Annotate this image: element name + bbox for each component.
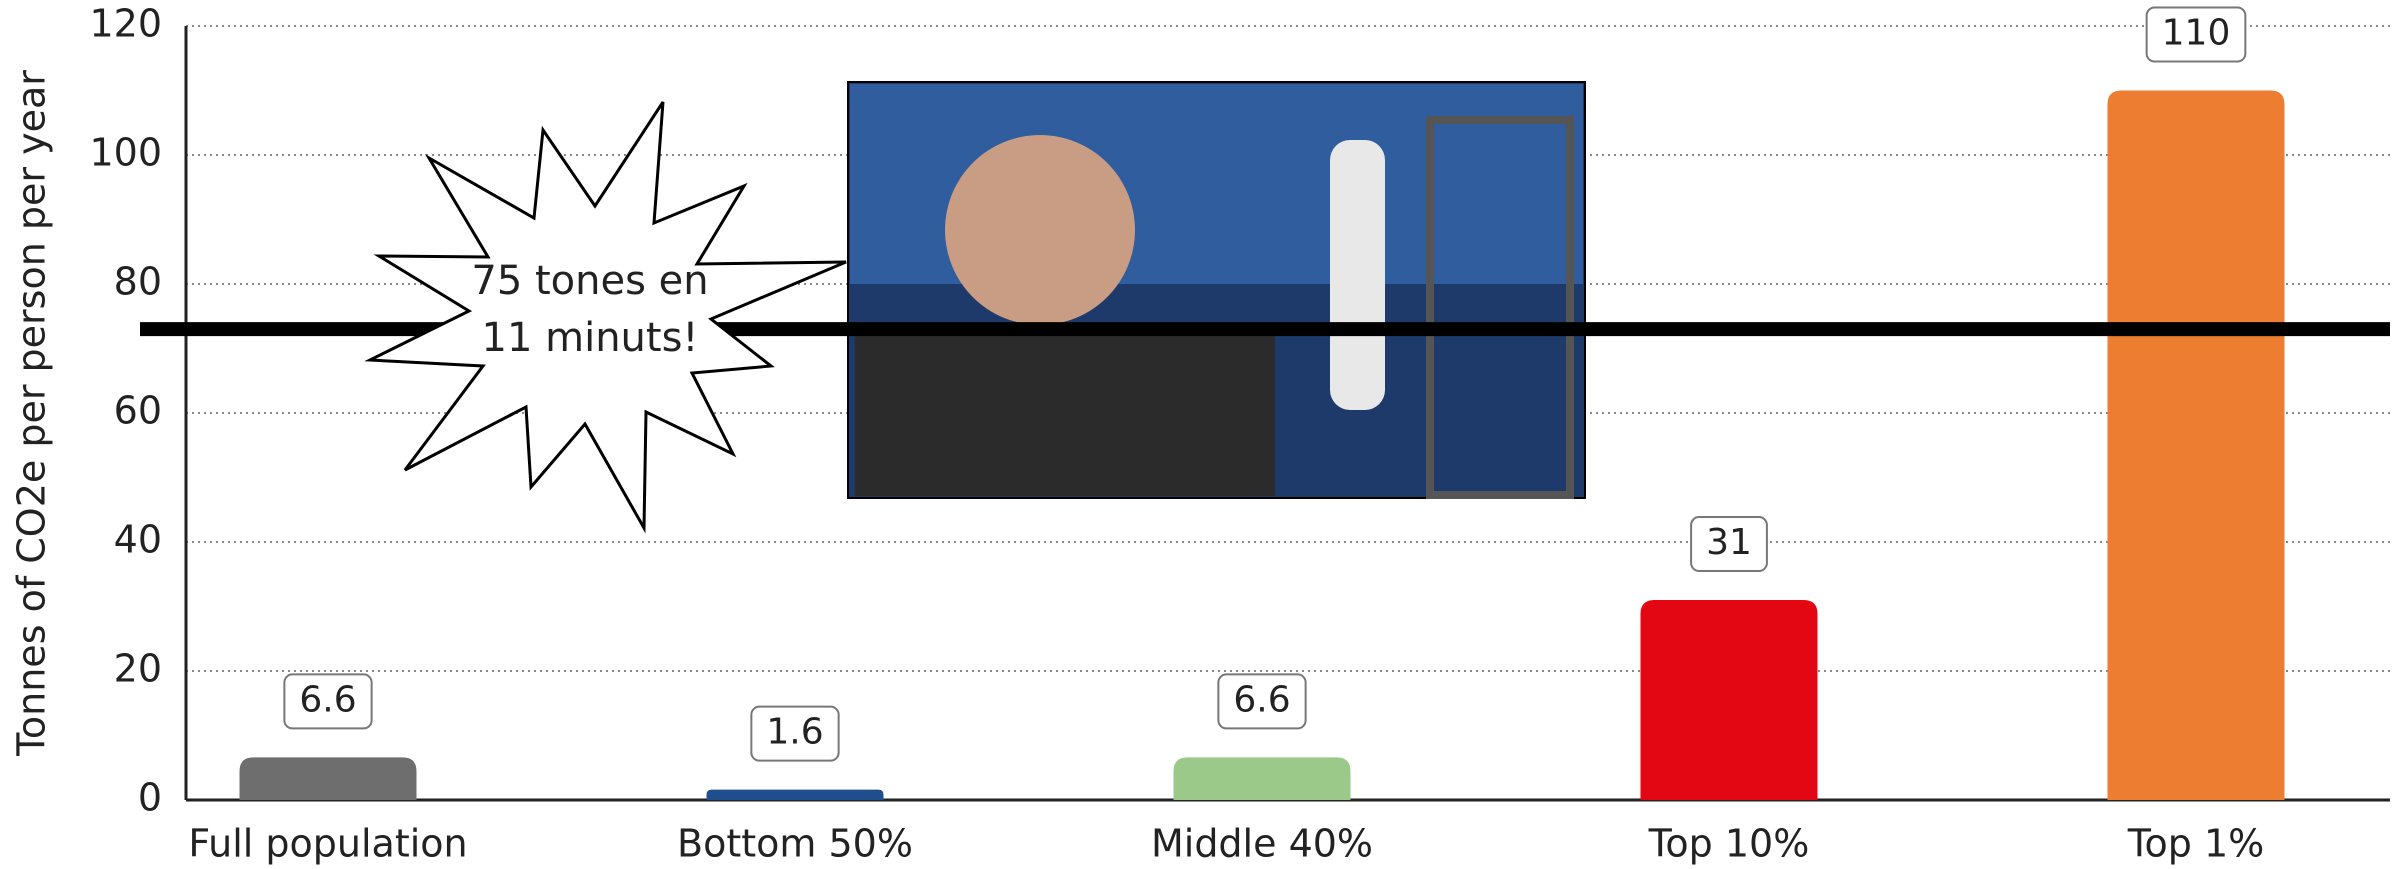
annotation: 75 tones en: [471, 258, 708, 304]
data-label: 1.6: [766, 712, 823, 753]
photo-person: [945, 135, 1135, 325]
y-axis-title: Tonnes of CO2e per person per year: [10, 70, 54, 757]
bar: [239, 757, 417, 800]
bar: [706, 789, 884, 800]
y-tick-label: 20: [114, 647, 162, 691]
data-label-box: [283, 673, 373, 730]
x-tick-label: Top 1%: [2127, 822, 2265, 866]
y-tick-label: 60: [114, 389, 162, 433]
x-tick-label: Bottom 50%: [677, 822, 913, 866]
annotation: 11 minuts!: [482, 315, 699, 361]
x-tick-label: Full population: [188, 822, 467, 866]
data-label-box: [1690, 516, 1768, 573]
data-label-box: [2145, 6, 2247, 63]
data-label: 6.6: [1233, 679, 1290, 720]
y-tick-label: 100: [89, 131, 162, 175]
data-label: 6.6: [299, 679, 356, 720]
data-label-box: [750, 705, 840, 762]
photo-tower: [1426, 116, 1574, 499]
photo-rocket: [1330, 140, 1385, 410]
data-label-box: [1217, 673, 1307, 730]
bar: [2107, 90, 2285, 800]
y-tick-label: 40: [114, 518, 162, 562]
data-label: 110: [2162, 13, 2231, 54]
x-tick-label: Middle 40%: [1151, 822, 1373, 866]
data-label: 31: [1706, 522, 1752, 563]
photo-suit: [855, 330, 1275, 496]
y-tick-label: 0: [138, 776, 162, 820]
bar: [1173, 757, 1351, 800]
y-tick-label: 120: [89, 2, 162, 46]
starburst: [364, 101, 847, 534]
bar: [1640, 600, 1818, 800]
y-tick-label: 80: [114, 260, 162, 304]
x-tick-label: Top 10%: [1648, 822, 1810, 866]
